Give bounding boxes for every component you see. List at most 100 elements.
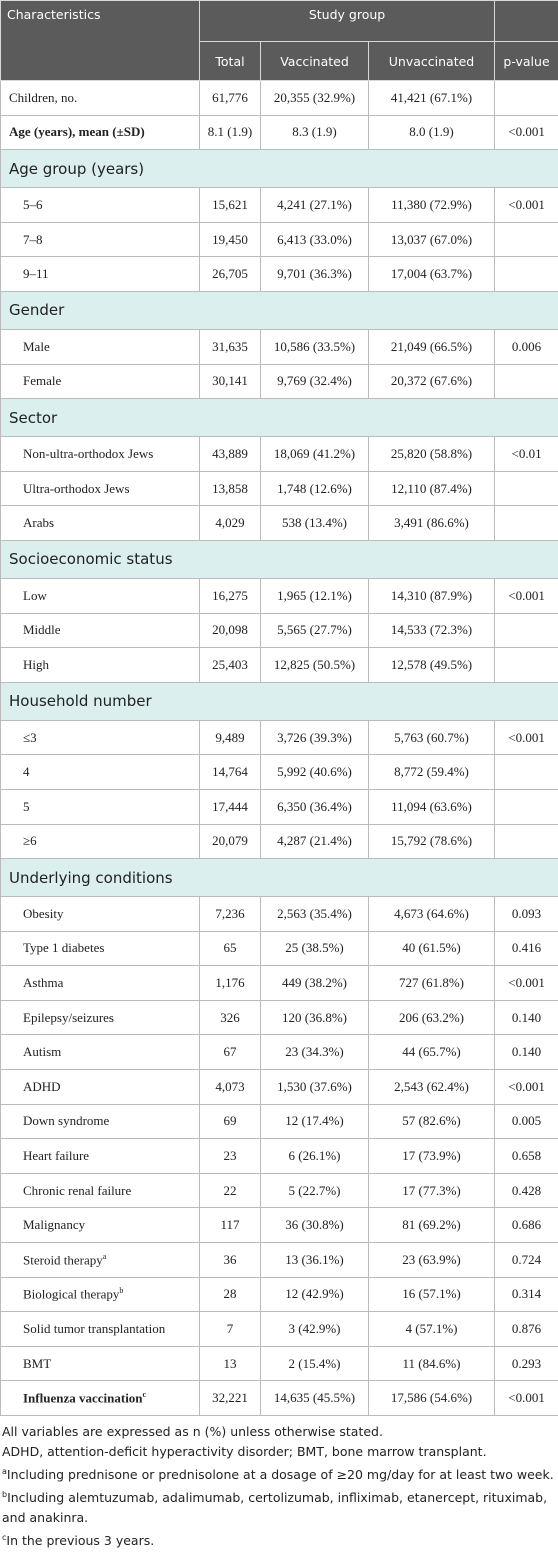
- data-cell: 36 (30.8%): [260, 1207, 369, 1244]
- data-cell: 8.1 (1.9): [199, 114, 261, 151]
- data-cell: 538 (13.4%): [260, 505, 369, 541]
- data-cell: 21,049 (66.5%): [367, 328, 496, 365]
- data-row: 5 17,444 6,350 (36.4%) 11,094 (63.6%): [0, 788, 558, 825]
- data-cell: 5 (22.7%): [260, 1172, 369, 1209]
- data-cell: [494, 788, 558, 825]
- data-cell: 0.293: [494, 1345, 558, 1382]
- data-row: Type 1 diabetes 65 25 (38.5%) 40 (61.5%) 0.4…: [0, 930, 558, 967]
- data-cell: 13: [199, 1345, 261, 1382]
- row-label: Arabs: [0, 505, 200, 541]
- label-text: Influenza vaccination: [23, 1390, 143, 1406]
- row-label: 5: [0, 788, 200, 825]
- data-cell: 43,889: [199, 436, 261, 472]
- data-row: Steroid therapya 36 13 (36.1%) 23 (63.9%) 0.…: [0, 1242, 558, 1278]
- data-cell: 15,621: [199, 187, 261, 223]
- data-cell: 0.724: [494, 1242, 558, 1278]
- label-text: Female: [23, 373, 62, 389]
- data-cell: 11,094 (63.6%): [367, 788, 496, 825]
- section-label: Age group (years): [0, 149, 558, 189]
- data-cell: 18,069 (41.2%): [260, 436, 369, 472]
- data-cell: [494, 256, 558, 292]
- data-cell: 3,726 (39.3%): [260, 719, 369, 756]
- label-text: Steroid therapy: [23, 1251, 103, 1267]
- row-label: Heart failure: [0, 1138, 200, 1174]
- data-cell: 41,421 (67.1%): [367, 80, 496, 116]
- row-label: 9–11: [0, 256, 200, 292]
- data-cell: 13 (36.1%): [260, 1242, 369, 1278]
- data-cell: 12,578 (49.5%): [367, 647, 496, 683]
- data-cell: 120 (36.8%): [260, 999, 369, 1036]
- label-text: Age (years), mean (±SD): [9, 124, 145, 140]
- data-cell: 0.005: [494, 1103, 558, 1140]
- data-cell: 8.0 (1.9): [367, 114, 496, 151]
- data-cell: 2,563 (35.4%): [260, 896, 369, 932]
- label-text: Ultra-orthodox Jews: [23, 480, 130, 496]
- data-cell: 15,792 (78.6%): [367, 823, 496, 860]
- data-cell: 5,565 (27.7%): [260, 612, 369, 649]
- footnotes: All variables are expressed as n (%) unl…: [0, 1416, 558, 1551]
- label-text: ≤3: [23, 729, 37, 745]
- table-header: Characteristics Study group Total Vaccin…: [0, 0, 558, 81]
- data-cell: [494, 470, 558, 507]
- data-cell: 36: [199, 1242, 261, 1278]
- footnote-text: ADHD, attention-deficit hyperactivity di…: [2, 1444, 487, 1459]
- footnote-text: Including prednisone or prednisolone at …: [6, 1467, 554, 1483]
- label-text: Down syndrome: [23, 1113, 110, 1129]
- header-cell: Characteristics: [0, 0, 200, 81]
- data-cell: 5,763 (60.7%): [367, 719, 496, 756]
- data-cell: 0.140: [494, 999, 558, 1036]
- data-cell: <0.001: [494, 187, 558, 223]
- row-label: Obesity: [0, 896, 200, 932]
- row-label: Steroid therapya: [0, 1242, 200, 1278]
- footnote: bIncluding alemtuzumab, adalimumab, cert…: [2, 1485, 556, 1528]
- data-row: 5–6 15,621 4,241 (27.1%) 11,380 (72.9%) <0.0…: [0, 187, 558, 223]
- label-text: 9–11: [23, 266, 49, 282]
- label-text: Heart failure: [23, 1148, 90, 1164]
- data-row: Chronic renal failure 22 5 (22.7%) 17 (77.3…: [0, 1172, 558, 1209]
- row-label: Ultra-orthodox Jews: [0, 470, 200, 507]
- row-label: Down syndrome: [0, 1103, 200, 1140]
- footnote-mark: c: [142, 1390, 147, 1400]
- data-cell: 25,820 (58.8%): [367, 436, 496, 472]
- data-cell: 4,287 (21.4%): [260, 823, 369, 860]
- label-text: Low: [23, 587, 47, 603]
- data-row: Arabs 4,029 538 (13.4%) 3,491 (86.6%): [0, 505, 558, 541]
- row-label: Solid tumor transplantation: [0, 1311, 200, 1347]
- data-cell: 4,673 (64.6%): [367, 896, 496, 932]
- data-cell: 8,772 (59.4%): [367, 754, 496, 790]
- data-cell: 9,701 (36.3%): [260, 256, 369, 292]
- header-cell: Vaccinated: [260, 41, 369, 81]
- section-row: Socioeconomic status: [0, 539, 558, 579]
- row-label: Autism: [0, 1034, 200, 1071]
- label-text: Biological therapy: [23, 1286, 120, 1302]
- data-cell: 8.3 (1.9): [260, 114, 369, 151]
- data-cell: 16,275: [199, 577, 261, 614]
- data-cell: 13,037 (67.0%): [367, 221, 496, 258]
- data-cell: 20,098: [199, 612, 261, 649]
- data-cell: <0.001: [494, 1380, 558, 1416]
- data-cell: 5,992 (40.6%): [260, 754, 369, 790]
- label-text: Solid tumor transplantation: [23, 1321, 166, 1337]
- data-row: ≥6 20,079 4,287 (21.4%) 15,792 (78.6%): [0, 823, 558, 860]
- data-cell: 65: [199, 930, 261, 967]
- row-label: ≥6: [0, 823, 200, 860]
- label-text: BMT: [23, 1355, 52, 1371]
- data-cell: 6,350 (36.4%): [260, 788, 369, 825]
- footnote: All variables are expressed as n (%) unl…: [2, 1422, 556, 1442]
- data-cell: 16 (57.1%): [367, 1276, 496, 1313]
- data-cell: 81 (69.2%): [367, 1207, 496, 1244]
- footnote-mark: b: [119, 1286, 124, 1296]
- data-cell: [494, 754, 558, 790]
- data-cell: 17,586 (54.6%): [367, 1380, 496, 1416]
- data-row: Autism 67 23 (34.3%) 44 (65.7%) 0.140: [0, 1034, 558, 1071]
- data-cell: 2,543 (62.4%): [367, 1069, 496, 1105]
- data-cell: 2 (15.4%): [260, 1345, 369, 1382]
- data-row: Male 31,635 10,586 (33.5%) 21,049 (66.5%) 0.…: [0, 328, 558, 365]
- data-cell: 4,029: [199, 505, 261, 541]
- data-cell: [494, 80, 558, 116]
- data-cell: 0.876: [494, 1311, 558, 1347]
- row-label: Female: [0, 363, 200, 400]
- label-text: Non-ultra-orthodox Jews: [23, 445, 154, 461]
- label-text: 4: [23, 764, 30, 780]
